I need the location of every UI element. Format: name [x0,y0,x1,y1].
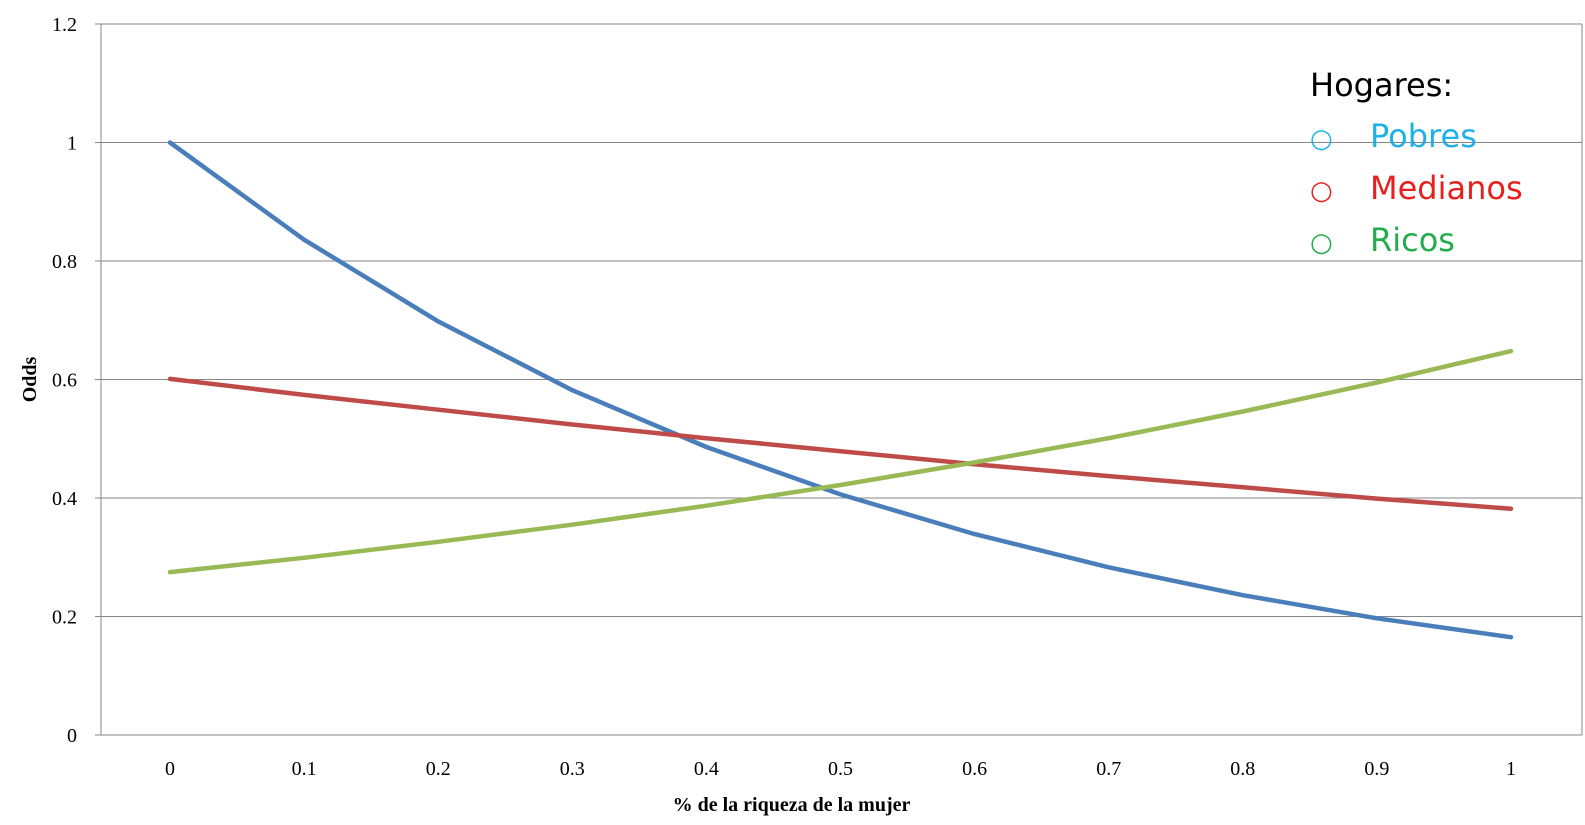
x-axis-tick-labels: 0 0.1 0.2 0.3 0.4 0.5 0.6 0.7 0.8 0.9 1 [165,758,1516,780]
legend: Hogares: ○ Pobres ○ Medianos ○ Ricos [1310,66,1523,259]
x-tick-label: 0 [165,758,175,780]
axes [95,23,1583,736]
series-lines [167,140,1514,640]
series-line-pobres [167,140,1514,640]
x-tick-label: 0.2 [426,758,451,780]
y-tick-label: 0.2 [52,607,77,629]
x-tick-label: 1 [1506,758,1516,780]
legend-entry-ricos: Ricos [1370,221,1455,259]
legend-entry-medianos: Medianos [1370,169,1523,207]
y-tick-label: 0.6 [52,370,77,392]
x-tick-label: 0.6 [962,758,987,780]
legend-marker-icon: ○ [1310,176,1333,206]
y-axis-tick-labels: 0 0.2 0.4 0.6 0.8 1 1.2 [52,14,77,747]
x-tick-label: 0.8 [1230,758,1255,780]
x-axis-title: % de la riqueza de la mujer [673,794,911,816]
x-tick-label: 0.5 [828,758,853,780]
legend-marker-icon: ○ [1310,228,1333,258]
y-tick-label: 0 [67,725,77,747]
series-line-medianos [167,376,1514,511]
y-tick-label: 1.2 [52,14,77,36]
horizontal-gridlines [101,23,1582,617]
y-tick-label: 0.8 [52,251,77,273]
x-tick-label: 0.4 [694,758,719,780]
y-tick-label: 0.4 [52,488,77,510]
series-line-ricos [167,348,1514,575]
x-tick-label: 0.9 [1364,758,1389,780]
y-tick-label: 1 [67,133,77,155]
x-tick-label: 0.1 [292,758,317,780]
legend-title: Hogares: [1310,66,1453,104]
y-axis-title: Odds [19,356,41,402]
legend-marker-icon: ○ [1310,124,1333,154]
x-tick-label: 0.7 [1096,758,1121,780]
legend-entry-pobres: Pobres [1370,117,1477,155]
x-tick-label: 0.3 [560,758,585,780]
